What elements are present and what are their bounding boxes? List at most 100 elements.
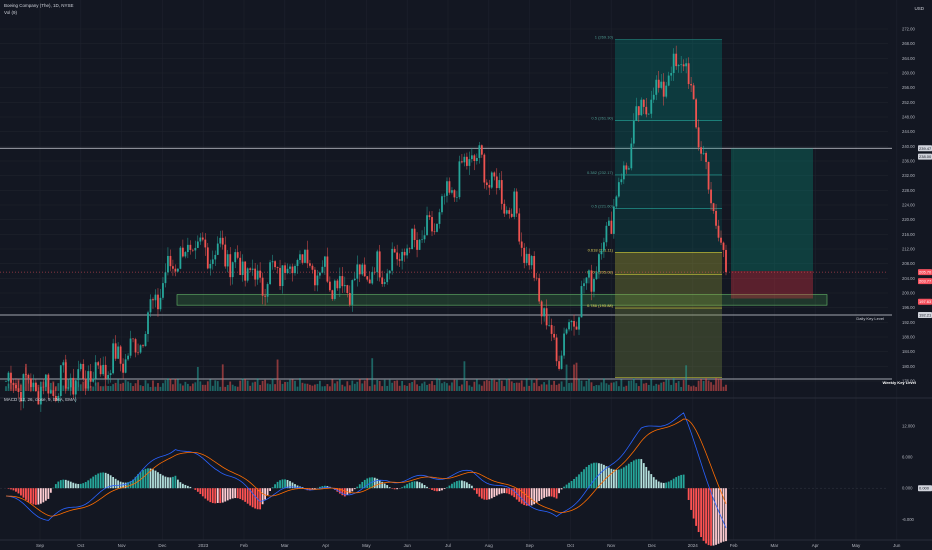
candle-body (264, 295, 267, 297)
volume-bar (682, 380, 685, 391)
volume-bar (553, 380, 555, 391)
time-axis-label: Aug (485, 543, 494, 548)
macd-histogram-bar (142, 470, 144, 489)
volume-bar (269, 384, 271, 391)
candle-body (49, 390, 52, 394)
candle-body (488, 184, 491, 188)
volume-bar (485, 380, 488, 391)
candle-body (114, 343, 117, 359)
macd-histogram-bar (323, 485, 326, 489)
candle-body (538, 278, 541, 302)
macd-histogram-bar (152, 469, 154, 489)
candle-body (219, 237, 222, 244)
candle-body (201, 237, 204, 240)
volume-bar (697, 380, 700, 391)
macd-histogram-bar (558, 488, 560, 494)
macd-histogram-bar (109, 475, 112, 489)
macd-histogram-bar (39, 488, 42, 504)
candle-body (351, 280, 354, 305)
volume-bar (700, 379, 702, 391)
time-axis-label: Nov (607, 543, 616, 548)
macd-histogram-bar (451, 483, 453, 489)
currency-label[interactable]: USD (914, 6, 924, 11)
macd-tick-label: 6.000 (902, 455, 913, 460)
candle-body (32, 382, 35, 388)
candle-body (473, 155, 476, 162)
chart-axes: 272.00 268.00 264.00 260.00 256.00 252.00 248.… (36, 27, 932, 548)
candle-body (167, 255, 169, 273)
volume-bar (49, 382, 52, 391)
macd-histogram-bar (640, 459, 643, 489)
macd-histogram-bar (468, 483, 471, 489)
candle-body (209, 263, 212, 269)
candle-body (475, 157, 478, 162)
candle-body (470, 155, 473, 160)
volume-bar (129, 382, 132, 391)
candle-body (244, 261, 247, 281)
macd-histogram-bar (251, 488, 254, 508)
macd-histogram-bar (181, 483, 184, 489)
macd-histogram-bar (199, 488, 202, 495)
time-axis-label: Nov (118, 543, 127, 548)
volume-bar (25, 363, 27, 391)
candle-body (346, 285, 349, 293)
volume-bar (421, 383, 423, 391)
volume-bar (199, 381, 202, 391)
macd-histogram-bar (465, 482, 468, 489)
macd-histogram-bar (632, 460, 635, 489)
macd-histogram-bar (473, 488, 476, 491)
fib-level-label: 0.707 (205.08) (587, 269, 614, 274)
time-axis-label: Feb (730, 543, 738, 548)
macd-histogram-bar (62, 479, 65, 489)
macd-histogram-bar (598, 463, 600, 489)
volume-bar (181, 385, 184, 391)
volume-bar (617, 386, 620, 391)
volume-bar (528, 385, 531, 391)
macd-histogram-bar (530, 488, 533, 506)
fib-band (615, 274, 722, 309)
candle-body (702, 152, 705, 154)
volume-bar (640, 379, 643, 391)
candle-body (137, 352, 139, 354)
candle-body (323, 256, 326, 267)
volume-bar (271, 378, 274, 391)
candle-body (199, 237, 202, 242)
macd-histogram-bar (321, 486, 324, 489)
macd-histogram-bar (560, 488, 563, 490)
candle-body (149, 299, 152, 313)
volume-bar (368, 386, 371, 391)
macd-histogram-bar (438, 488, 441, 492)
volume-bar (162, 383, 164, 391)
macd-histogram-bar (381, 481, 384, 489)
candle-body (498, 180, 501, 189)
candle-body (261, 277, 264, 296)
fib-band (615, 308, 722, 378)
volume-bar (296, 386, 299, 391)
volume-bar (139, 385, 142, 391)
candle-body (231, 262, 234, 278)
price-badge (918, 153, 932, 160)
macd-histogram-bar (189, 486, 192, 489)
macd-histogram-bar (722, 488, 725, 542)
macd-histogram-bar (493, 488, 496, 497)
macd-histogram-bar (338, 488, 341, 494)
price-tick-label: 232.00 (902, 173, 915, 178)
candle-body (117, 346, 120, 359)
volume-bar (610, 382, 613, 391)
volume-bar (311, 385, 314, 391)
macd-histogram-bar (418, 482, 421, 489)
candle-body (468, 159, 471, 166)
candle-body (615, 196, 618, 207)
volume-bar (672, 378, 675, 391)
volume-bar (588, 378, 590, 391)
macd-histogram-bar (266, 488, 269, 496)
macd-histogram-bar (117, 480, 120, 489)
macd-histogram-bar (343, 488, 346, 497)
macd-histogram-bar (64, 479, 67, 489)
price-badge-label: 203.77 (919, 279, 932, 284)
candle-body (632, 120, 635, 144)
macd-histogram-bar (508, 488, 511, 495)
macd-histogram-bar (545, 488, 548, 497)
macd-histogram-bar (94, 474, 97, 489)
